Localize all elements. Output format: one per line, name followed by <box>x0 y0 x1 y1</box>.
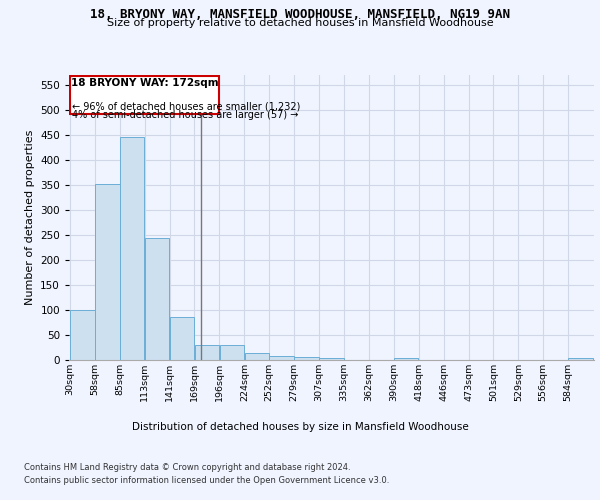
Text: 18 BRYONY WAY: 172sqm: 18 BRYONY WAY: 172sqm <box>71 78 218 88</box>
Bar <box>145 238 169 360</box>
Bar <box>245 353 269 360</box>
Bar <box>70 310 95 360</box>
Bar <box>170 316 194 360</box>
Bar <box>568 358 593 360</box>
Bar <box>319 358 344 360</box>
Text: Contains HM Land Registry data © Crown copyright and database right 2024.: Contains HM Land Registry data © Crown c… <box>24 462 350 471</box>
FancyBboxPatch shape <box>70 76 220 114</box>
Bar <box>269 356 294 360</box>
Text: Distribution of detached houses by size in Mansfield Woodhouse: Distribution of detached houses by size … <box>131 422 469 432</box>
Text: 4% of semi-detached houses are larger (57) →: 4% of semi-detached houses are larger (5… <box>72 110 298 120</box>
Bar <box>394 358 418 360</box>
Text: Contains public sector information licensed under the Open Government Licence v3: Contains public sector information licen… <box>24 476 389 485</box>
Bar <box>295 357 319 360</box>
Bar <box>195 345 219 360</box>
Bar <box>95 184 119 360</box>
Text: ← 96% of detached houses are smaller (1,232): ← 96% of detached houses are smaller (1,… <box>72 102 300 112</box>
Y-axis label: Number of detached properties: Number of detached properties <box>25 130 35 305</box>
Text: Size of property relative to detached houses in Mansfield Woodhouse: Size of property relative to detached ho… <box>107 18 493 28</box>
Bar <box>120 136 145 360</box>
Text: 18, BRYONY WAY, MANSFIELD WOODHOUSE, MANSFIELD, NG19 9AN: 18, BRYONY WAY, MANSFIELD WOODHOUSE, MAN… <box>90 8 510 20</box>
Bar <box>220 345 244 360</box>
